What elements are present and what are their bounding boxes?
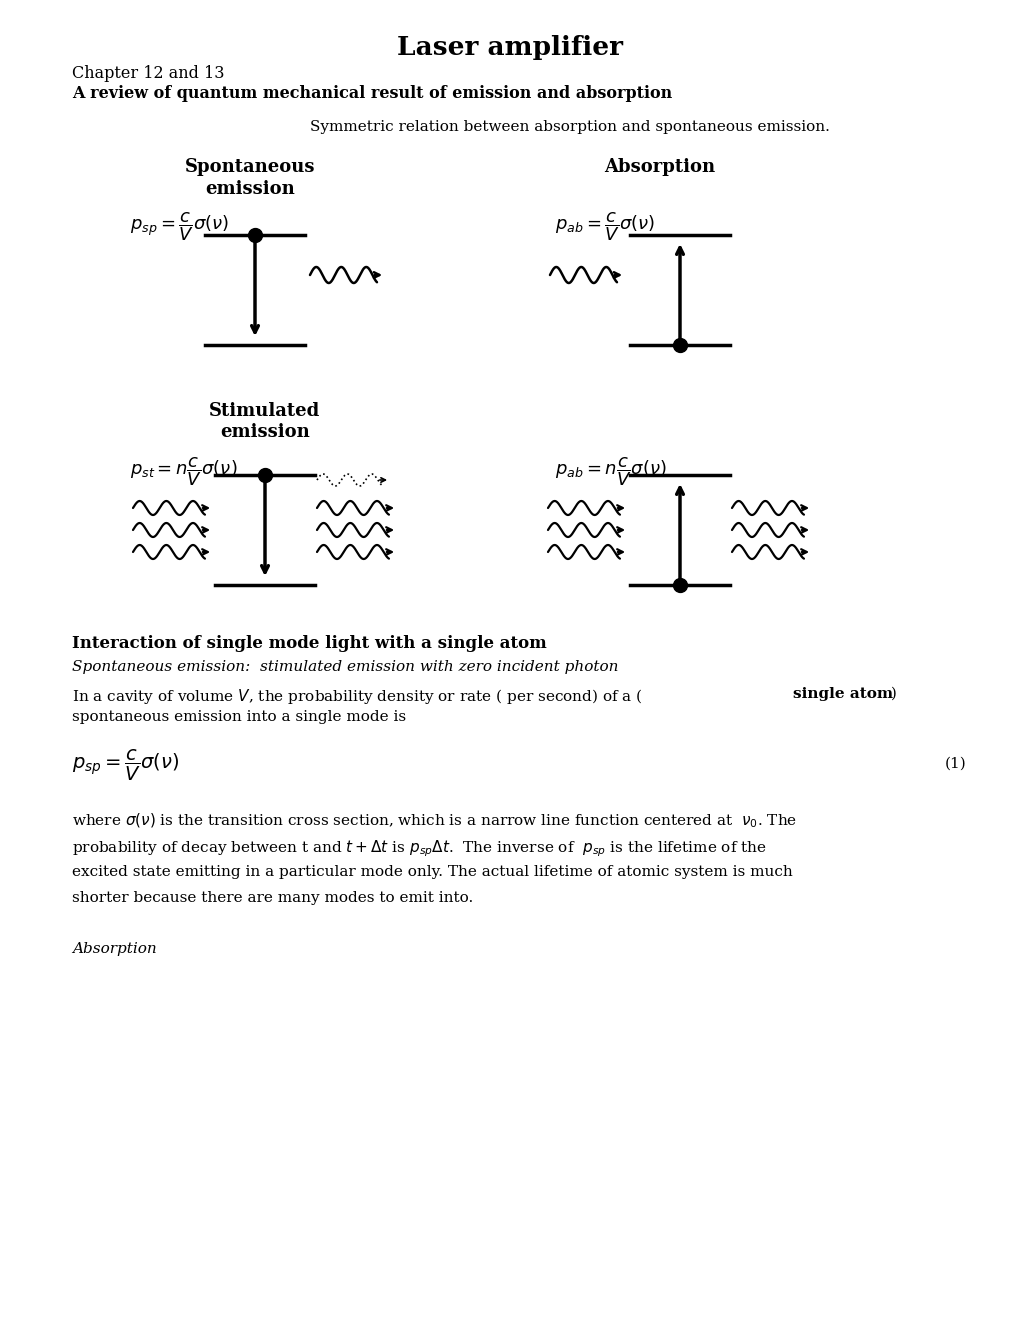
Text: $p_{sp} = \dfrac{c}{V}\sigma(\nu)$: $p_{sp} = \dfrac{c}{V}\sigma(\nu)$	[72, 748, 179, 783]
Text: Absorption: Absorption	[72, 942, 157, 956]
Text: emission: emission	[205, 180, 294, 198]
Text: excited state emitting in a particular mode only. The actual lifetime of atomic : excited state emitting in a particular m…	[72, 865, 792, 879]
Text: A review of quantum mechanical result of emission and absorption: A review of quantum mechanical result of…	[72, 84, 672, 102]
Text: (1): (1)	[944, 756, 966, 771]
Text: spontaneous emission into a single mode is: spontaneous emission into a single mode …	[72, 710, 406, 723]
Text: single atom: single atom	[792, 686, 893, 701]
Text: Spontaneous emission:  stimulated emission with zero incident photon: Spontaneous emission: stimulated emissio…	[72, 660, 618, 675]
Text: Symmetric relation between absorption and spontaneous emission.: Symmetric relation between absorption an…	[310, 120, 829, 135]
Text: $p_{ab} = \dfrac{c}{V}\sigma(\nu)$: $p_{ab} = \dfrac{c}{V}\sigma(\nu)$	[554, 210, 654, 243]
Text: Absorption: Absorption	[604, 158, 715, 176]
Text: Interaction of single mode light with a single atom: Interaction of single mode light with a …	[72, 635, 546, 652]
Text: emission: emission	[220, 422, 310, 441]
Text: Spontaneous: Spontaneous	[184, 158, 315, 176]
Text: Stimulated: Stimulated	[209, 403, 320, 420]
Text: In a cavity of volume $V$, the probability density or rate ( per second) of a (: In a cavity of volume $V$, the probabili…	[72, 686, 642, 706]
Text: where $\sigma(\nu)$ is the transition cross section, which is a narrow line func: where $\sigma(\nu)$ is the transition cr…	[72, 812, 796, 830]
Text: $p_{ab} = n\dfrac{c}{V}\sigma(\nu)$: $p_{ab} = n\dfrac{c}{V}\sigma(\nu)$	[554, 455, 666, 487]
Text: Laser amplifier: Laser amplifier	[396, 36, 623, 59]
Text: ): )	[886, 686, 896, 701]
Text: shorter because there are many modes to emit into.: shorter because there are many modes to …	[72, 891, 473, 906]
Text: Chapter 12 and 13: Chapter 12 and 13	[72, 65, 224, 82]
Text: $p_{sp} = \dfrac{c}{V}\sigma(\nu)$: $p_{sp} = \dfrac{c}{V}\sigma(\nu)$	[129, 210, 229, 243]
Text: $p_{st} = n\dfrac{c}{V}\sigma(\nu)$: $p_{st} = n\dfrac{c}{V}\sigma(\nu)$	[129, 455, 237, 487]
Text: probability of decay between t and $t+\Delta t$ is $p_{sp}\Delta t$.  The invers: probability of decay between t and $t+\D…	[72, 838, 766, 859]
